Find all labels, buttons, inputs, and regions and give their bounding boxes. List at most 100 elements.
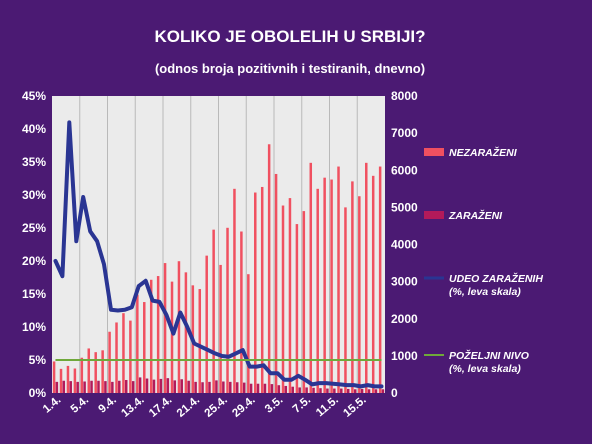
bar-zarazeni [222, 381, 225, 393]
bar-nezarazeni [184, 272, 188, 393]
x-tick-label: 9.4. [96, 394, 118, 416]
bar-zarazeni [235, 382, 239, 393]
y-left-tick-label: 30% [22, 188, 46, 202]
bar-zarazeni [284, 385, 288, 393]
bar-zarazeni [76, 381, 79, 393]
chart-subtitle: (odnos broja pozitivnih i testiranih, dn… [155, 61, 425, 76]
bar-nezarazeni [87, 348, 91, 393]
bar-nezarazeni [143, 302, 146, 393]
x-tick-label: 17.4. [147, 394, 174, 420]
bar-nezarazeni [73, 368, 77, 393]
bar-zarazeni [367, 389, 371, 393]
bar-zarazeni [97, 380, 100, 393]
bar-zarazeni [381, 389, 385, 393]
bar-zarazeni [333, 388, 336, 393]
bar-zarazeni [340, 388, 343, 393]
y-left-tick-label: 40% [22, 122, 46, 136]
bar-nezarazeni [205, 255, 208, 393]
bar-nezarazeni [170, 281, 174, 393]
y-left-tick-label: 0% [29, 386, 47, 400]
x-tick-label: 21.4. [175, 394, 202, 420]
bar-nezarazeni [59, 368, 63, 393]
x-tick-label: 25.4. [203, 394, 230, 420]
bar-nezarazeni [177, 261, 181, 393]
bar-zarazeni [69, 381, 72, 393]
legend-swatch [424, 148, 444, 156]
bar-zarazeni [229, 381, 232, 393]
bar-zarazeni [145, 378, 149, 393]
bar-nezarazeni [302, 211, 306, 393]
bar-zarazeni [312, 387, 315, 393]
x-tick-label: 11.5. [314, 394, 341, 419]
bar-zarazeni [277, 385, 281, 393]
bar-nezarazeni [344, 207, 347, 393]
bar-zarazeni [194, 381, 197, 393]
bar-nezarazeni [136, 294, 139, 393]
bar-zarazeni [118, 380, 121, 393]
x-tick-label: 13.4. [119, 394, 146, 420]
x-tick-label: 7.5. [291, 394, 313, 416]
bar-zarazeni [263, 383, 267, 393]
bar-nezarazeni [233, 188, 236, 393]
bar-zarazeni [62, 380, 66, 393]
y-left-tick-label: 45% [22, 89, 46, 103]
bar-zarazeni [166, 378, 170, 393]
bar-nezarazeni [281, 205, 285, 393]
y-right-tick-label: 2000 [391, 312, 418, 326]
bar-nezarazeni [260, 186, 264, 393]
x-tick-label: 3.5. [263, 394, 285, 416]
legend-label: POŽELJNI NIVO [449, 349, 529, 362]
y-left-tick-label: 25% [22, 221, 46, 235]
bar-zarazeni [173, 380, 177, 393]
bar-nezarazeni [226, 227, 229, 393]
bar-zarazeni [242, 382, 246, 393]
legend-label: ZARAŽENI [448, 209, 503, 222]
bar-zarazeni [83, 381, 86, 393]
bar-nezarazeni [378, 166, 382, 393]
y-left-axis: 0% 5% 10% 15% 20% 25% 30% 35% 40% 45% [22, 89, 46, 400]
bar-nezarazeni [295, 224, 299, 393]
bar-zarazeni [90, 380, 93, 393]
bar-nezarazeni [156, 276, 160, 393]
bar-nezarazeni [365, 162, 368, 393]
bar-nezarazeni [288, 198, 292, 393]
y-right-axis: 0 1000 2000 3000 4000 5000 6000 7000 8000 [391, 89, 418, 400]
bar-nezarazeni [101, 350, 104, 393]
legend-label: NEZARAŽENI [449, 146, 518, 159]
bar-zarazeni [353, 389, 357, 393]
y-right-tick-label: 1000 [391, 349, 418, 363]
bar-zarazeni [187, 380, 190, 393]
y-left-tick-label: 15% [22, 287, 46, 301]
y-left-tick-label: 10% [22, 320, 46, 334]
line-series [53, 120, 384, 389]
bar-zarazeni [111, 381, 114, 393]
bar-zarazeni [256, 383, 260, 393]
bar-zarazeni [346, 388, 350, 393]
legend-label: (%, leva skala) [449, 286, 521, 298]
bar-nezarazeni [198, 289, 202, 393]
bar-zarazeni [326, 388, 329, 393]
y-right-tick-label: 3000 [391, 275, 418, 289]
bar-nezarazeni [52, 361, 56, 393]
bar-series [52, 144, 385, 393]
bar-zarazeni [305, 387, 308, 393]
bar-nezarazeni [274, 173, 278, 393]
bar-nezarazeni [316, 188, 319, 393]
bar-zarazeni [291, 386, 294, 393]
bar-nezarazeni [163, 263, 167, 393]
y-left-tick-label: 5% [29, 353, 47, 367]
legend-swatch [424, 211, 444, 219]
bar-nezarazeni [115, 322, 118, 393]
y-right-tick-label: 8000 [391, 89, 418, 103]
bar-zarazeni [104, 381, 107, 393]
bar-nezarazeni [80, 357, 84, 393]
bar-zarazeni [55, 381, 59, 393]
bar-zarazeni [152, 379, 156, 393]
bar-zarazeni [360, 388, 364, 393]
bar-zarazeni [131, 381, 135, 393]
bar-zarazeni [298, 387, 301, 393]
y-right-tick-label: 0 [391, 386, 398, 400]
bar-zarazeni [249, 383, 253, 393]
y-left-tick-label: 35% [22, 155, 46, 169]
